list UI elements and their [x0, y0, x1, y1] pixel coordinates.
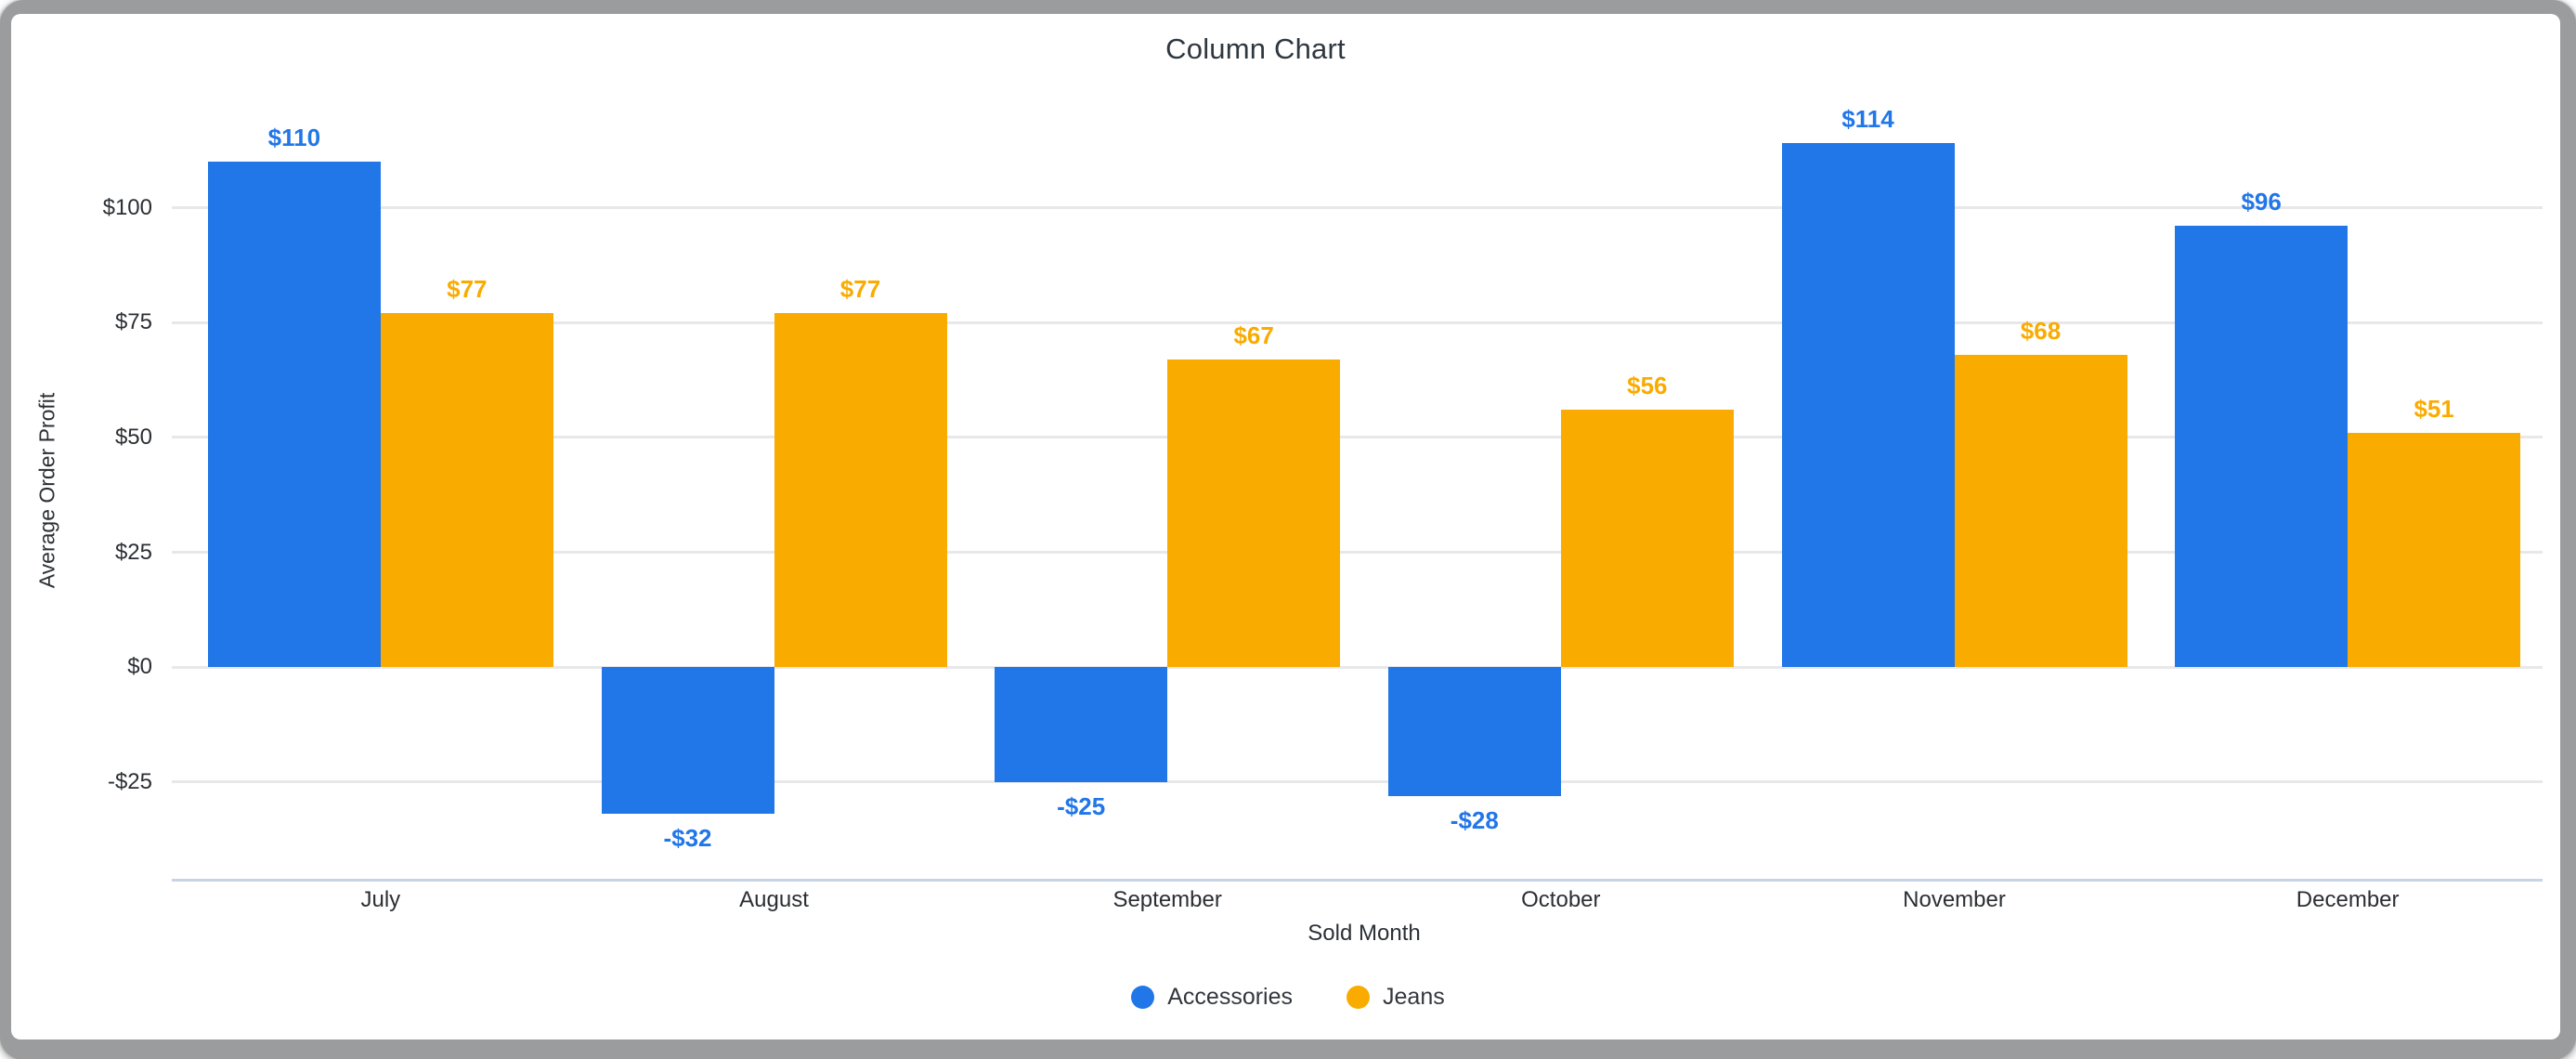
y-axis-tick-labels: $100 $75 $50 $25 $0 -$25 [0, 102, 154, 880]
bar-jeans-october[interactable] [1560, 410, 1734, 668]
bar-accessories-november[interactable] [1781, 143, 1955, 668]
bar-jeans-july[interactable] [380, 313, 553, 668]
y-tick--25: $25 [114, 539, 152, 565]
bar-label-jeans-july: $77 [447, 275, 488, 304]
legend-item-accessories[interactable]: Accessories [1131, 984, 1293, 1011]
legend-label-accessories: Accessories [1167, 983, 1294, 1010]
plot-area: $110 $77 -$32 $77 -$25 $67 -$28 $56 $114 $68 $96 $5… [172, 102, 2544, 882]
x-tick-september: September [1112, 887, 1222, 912]
x-axis-title: Sold Month [1308, 921, 1421, 946]
bar-jeans-december[interactable] [2348, 432, 2521, 668]
bar-label-accessories-july: $110 [267, 124, 321, 152]
bar-accessories-july[interactable] [207, 162, 381, 668]
gridline--75 [172, 320, 2543, 324]
gridline--25 [172, 551, 2543, 554]
legend-item-jeans[interactable]: Jeans [1347, 984, 1445, 1011]
x-tick-november: November [1903, 887, 2006, 912]
bar-label-accessories-september: -$25 [1057, 791, 1106, 820]
bar-accessories-december[interactable] [2175, 226, 2348, 668]
chart-title: Column Chart [1165, 33, 1346, 65]
bar-label-accessories-october: -$28 [1450, 805, 1499, 834]
bar-label-accessories-august: -$32 [663, 824, 712, 853]
x-axis-line [172, 879, 2543, 882]
x-tick-october: October [1521, 887, 1601, 912]
bar-accessories-august[interactable] [601, 667, 774, 815]
x-tick-july: July [360, 887, 401, 912]
bar-label-jeans-november: $68 [2020, 316, 2062, 345]
legend-swatch-jeans-icon [1347, 985, 1371, 1009]
gridline--25 [172, 780, 2543, 784]
y-tick--75: $75 [114, 309, 152, 335]
legend-label-jeans: Jeans [1383, 983, 1445, 1010]
bar-jeans-november[interactable] [1954, 354, 2127, 668]
bar-accessories-september[interactable] [995, 667, 1168, 782]
bar-label-jeans-august: $77 [839, 275, 881, 304]
bar-label-accessories-december: $96 [2241, 188, 2282, 216]
gridline--50 [172, 436, 2543, 439]
legend: Accessories Jeans [0, 978, 2576, 1015]
x-tick-december: December [2296, 887, 2400, 912]
gridline--0 [172, 665, 2543, 669]
bar-label-accessories-november: $114 [1841, 105, 1894, 134]
x-tick-august: August [739, 887, 809, 912]
bar-label-jeans-october: $56 [1627, 372, 1668, 400]
x-axis-tick-labels: July August September October November Decemb… [184, 880, 2544, 921]
y-tick--25: -$25 [107, 768, 152, 794]
y-tick--100: $100 [102, 194, 152, 220]
bar-label-jeans-september: $67 [1233, 320, 1274, 349]
gridline--100 [172, 206, 2543, 210]
legend-swatch-accessories-icon [1131, 985, 1155, 1009]
bar-label-jeans-december: $51 [2413, 394, 2454, 423]
y-tick--50: $50 [114, 424, 152, 450]
bar-jeans-september[interactable] [1167, 359, 1341, 668]
y-tick--0: $0 [127, 654, 152, 680]
bar-accessories-october[interactable] [1387, 667, 1561, 796]
bar-jeans-august[interactable] [774, 313, 947, 668]
